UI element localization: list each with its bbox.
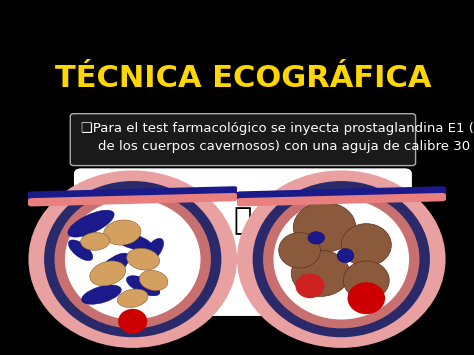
Ellipse shape: [293, 202, 356, 252]
Text: 💉: 💉: [234, 206, 252, 235]
Circle shape: [295, 273, 325, 298]
FancyBboxPatch shape: [70, 114, 416, 165]
Text: TÉCNICA ECOGRÁFICA: TÉCNICA ECOGRÁFICA: [55, 65, 431, 93]
Ellipse shape: [237, 170, 446, 348]
FancyArrowPatch shape: [31, 192, 234, 197]
Ellipse shape: [68, 240, 93, 261]
Ellipse shape: [127, 276, 160, 296]
Ellipse shape: [279, 233, 320, 268]
Ellipse shape: [337, 248, 354, 263]
Ellipse shape: [253, 181, 430, 337]
Ellipse shape: [90, 261, 126, 286]
FancyArrowPatch shape: [240, 197, 443, 202]
Ellipse shape: [82, 285, 121, 304]
Ellipse shape: [55, 190, 211, 328]
Ellipse shape: [273, 199, 409, 320]
FancyArrowPatch shape: [31, 197, 234, 202]
Ellipse shape: [65, 199, 201, 320]
Circle shape: [347, 282, 385, 314]
Ellipse shape: [139, 271, 168, 290]
Ellipse shape: [291, 250, 350, 296]
Circle shape: [118, 309, 147, 334]
Ellipse shape: [68, 210, 114, 237]
Ellipse shape: [341, 224, 392, 266]
Ellipse shape: [308, 231, 325, 244]
Ellipse shape: [263, 190, 419, 328]
FancyArrowPatch shape: [240, 192, 443, 197]
Ellipse shape: [28, 170, 237, 348]
Ellipse shape: [104, 220, 141, 245]
Ellipse shape: [343, 261, 389, 300]
Ellipse shape: [94, 253, 129, 283]
Ellipse shape: [118, 289, 148, 307]
Text: ❑Para el test farmacológico se inyecta prostaglandina E1 (10-20 μg en uno
    de: ❑Para el test farmacológico se inyecta p…: [82, 122, 474, 153]
Ellipse shape: [127, 248, 160, 270]
Ellipse shape: [113, 233, 153, 250]
Ellipse shape: [144, 238, 164, 262]
FancyBboxPatch shape: [74, 168, 412, 316]
Ellipse shape: [44, 181, 221, 337]
Ellipse shape: [81, 233, 110, 250]
FancyBboxPatch shape: [82, 305, 405, 321]
